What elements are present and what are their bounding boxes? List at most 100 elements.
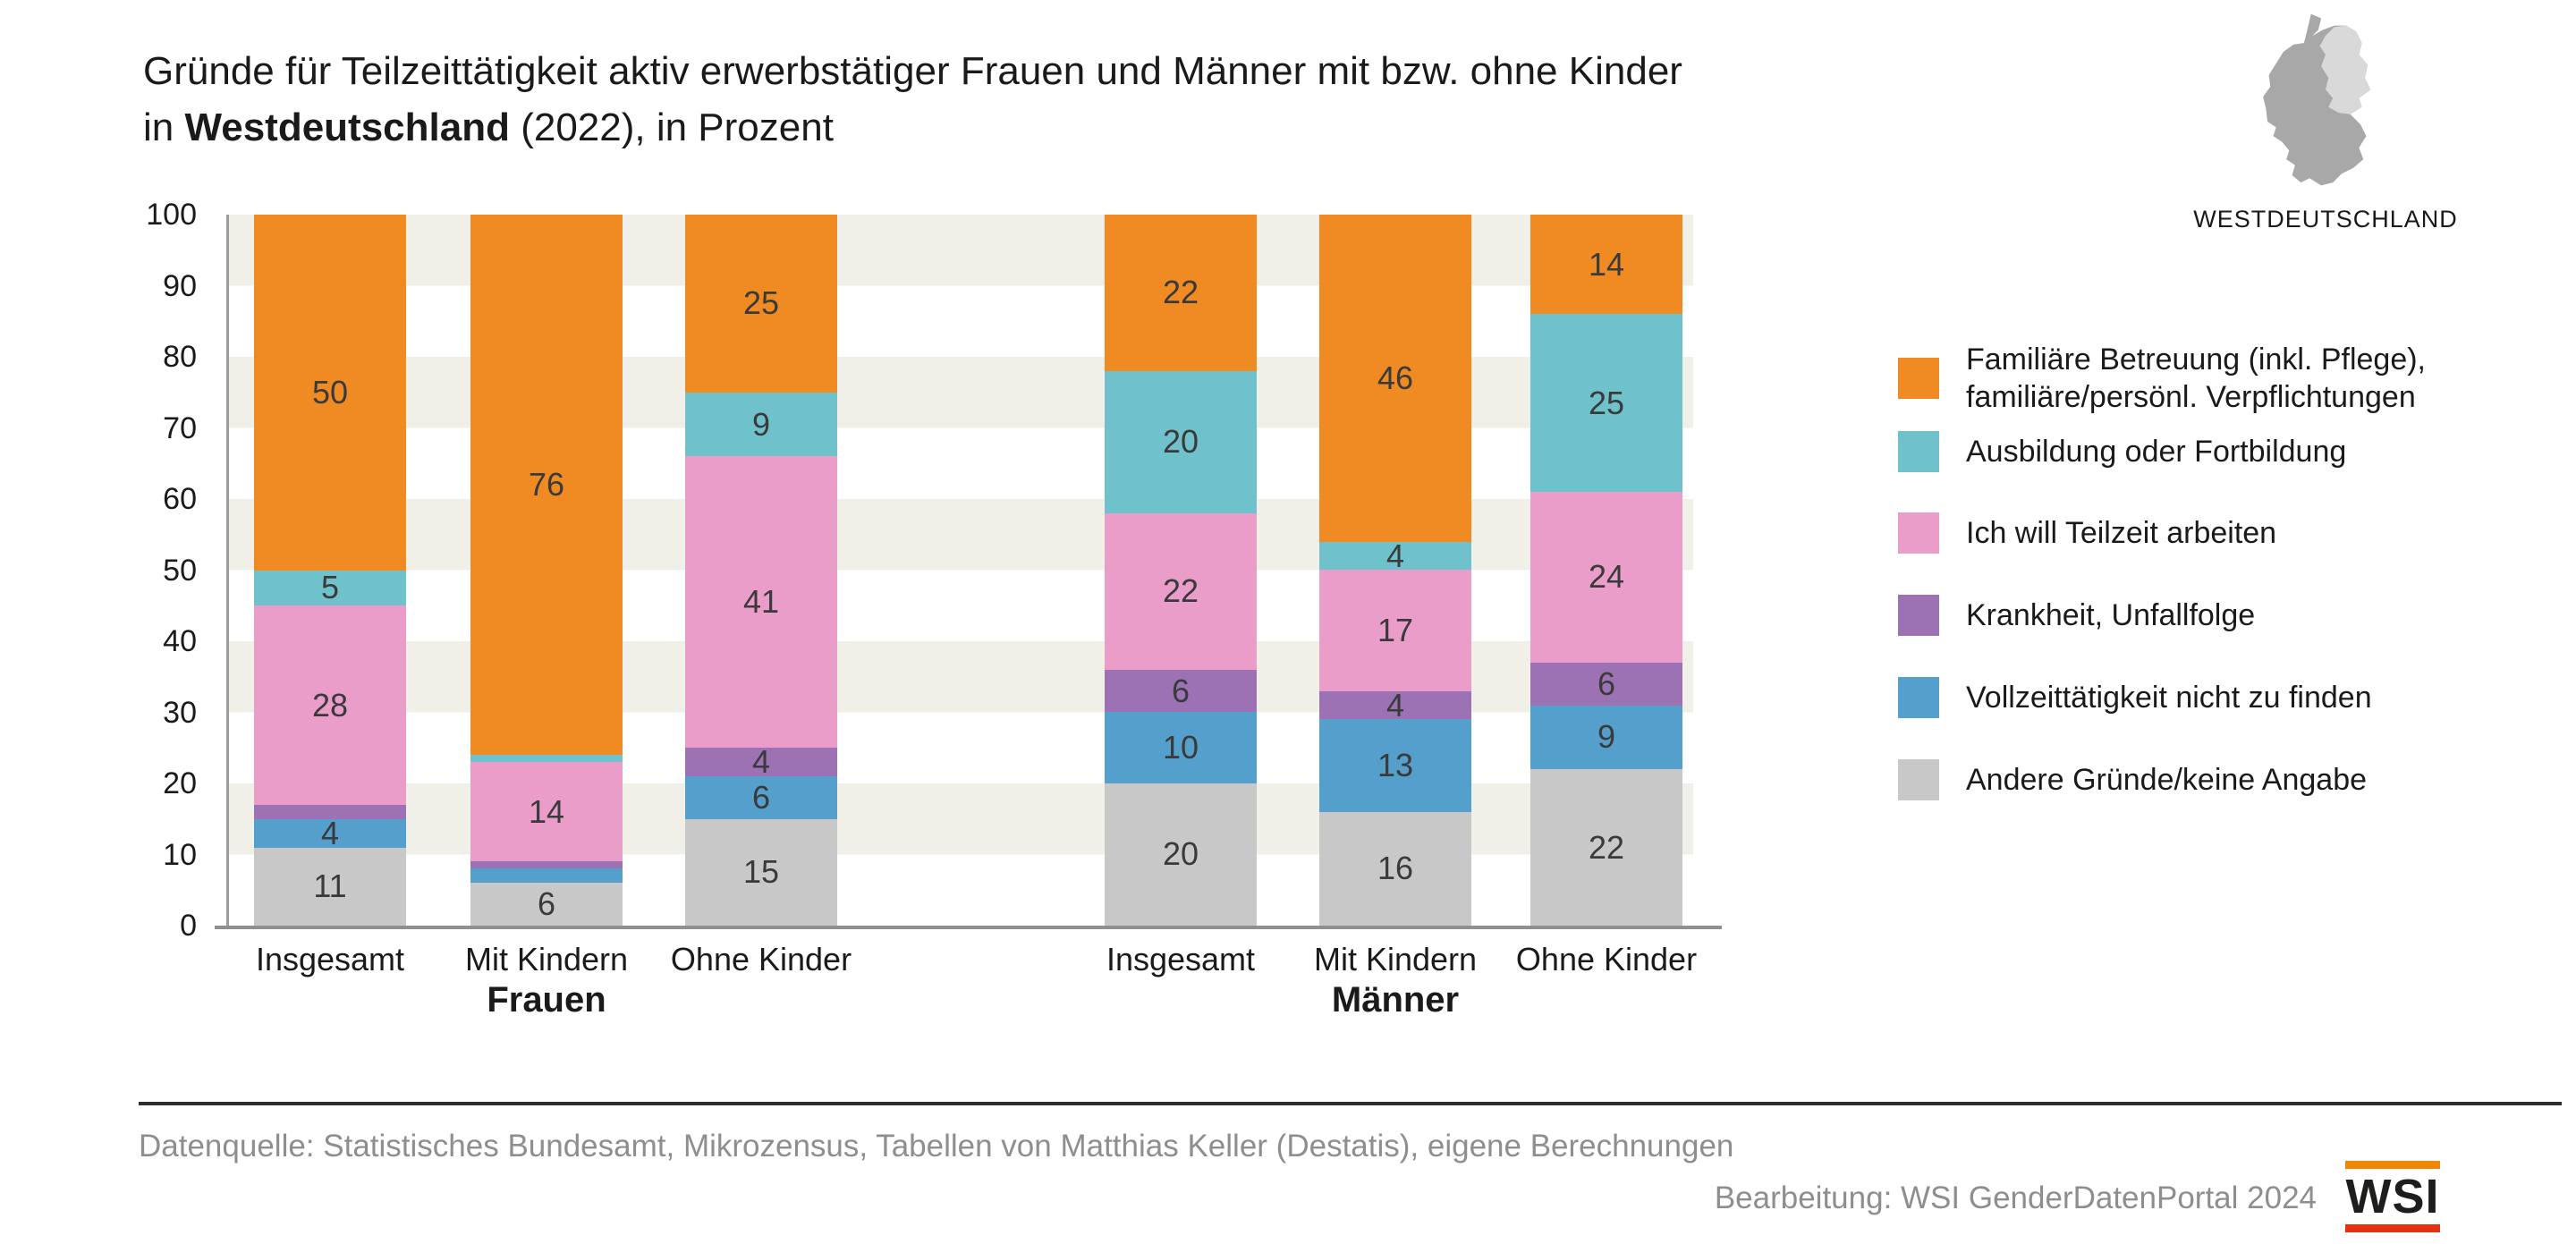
bar-value-label: 4 bbox=[320, 814, 340, 851]
bar-value-label: 76 bbox=[528, 466, 565, 504]
bar-segment-ausbildung: 4 bbox=[1319, 537, 1471, 574]
page-title: Gründe für Teilzeittätigkeit aktiv erwer… bbox=[143, 43, 1682, 156]
bar-segment-vollzeit: 10 bbox=[1105, 712, 1257, 783]
bar-segment-ausbildung: 25 bbox=[1530, 314, 1682, 493]
x-tick-label: Mit Kindern bbox=[1313, 941, 1478, 977]
legend-label: Familiäre Betreuung (inkl. Pflege), famil… bbox=[1966, 343, 2427, 414]
bar-segment-betreuung: 25 bbox=[685, 215, 837, 393]
bar-value-label: 6 bbox=[751, 778, 771, 816]
legend-swatch-vollzeit bbox=[1898, 677, 1939, 718]
bar-segment-krankheit bbox=[254, 804, 406, 819]
y-tick-label: 90 bbox=[163, 268, 197, 303]
bar-segment-krankheit: 6 bbox=[1530, 662, 1682, 706]
legend-item-vollzeit: Vollzeittätigkeit nicht zu finden bbox=[1898, 677, 2372, 718]
bar-segment-ausbildung: 9 bbox=[685, 392, 837, 457]
x-axis bbox=[215, 926, 1722, 929]
bar-value-label: 41 bbox=[742, 583, 780, 621]
bar-value-label: 4 bbox=[1385, 537, 1405, 574]
x-tick-label: Ohne Kinder bbox=[1515, 941, 1698, 977]
bar-segment-andere: 16 bbox=[1319, 811, 1471, 926]
bar-segment-teilzeit: 24 bbox=[1530, 492, 1682, 663]
y-axis bbox=[226, 215, 229, 927]
stacked-bar-frauen-1: 76 14 6 bbox=[470, 215, 623, 926]
title-line1: Gründe für Teilzeittätigkeit aktiv erwer… bbox=[143, 49, 1682, 93]
bar-value-label: 16 bbox=[1377, 850, 1414, 887]
source-note: Datenquelle: Statistisches Bundesamt, Mi… bbox=[139, 1129, 1734, 1164]
y-tick-label: 60 bbox=[163, 482, 197, 516]
bar-value-label: 20 bbox=[1162, 423, 1199, 461]
bar-value-label: 22 bbox=[1162, 274, 1199, 311]
bar-segment-teilzeit: 14 bbox=[470, 762, 623, 862]
y-tick-label: 50 bbox=[163, 553, 197, 588]
x-tick-label: Insgesamt bbox=[255, 941, 405, 977]
bar-value-label: 24 bbox=[1588, 558, 1625, 596]
y-tick-label: 40 bbox=[163, 624, 197, 658]
y-tick-label: 70 bbox=[163, 410, 197, 445]
bar-segment-betreuung: 76 bbox=[470, 215, 623, 756]
group-label-männer: Männer bbox=[1331, 980, 1460, 1020]
bar-value-label: 9 bbox=[751, 405, 771, 443]
stacked-bar-männer-1: 46 4 17 4 13 16 bbox=[1319, 215, 1471, 926]
bar-value-label: 10 bbox=[1162, 729, 1199, 766]
bar-value-label: 6 bbox=[1171, 672, 1191, 709]
bar-segment-vollzeit bbox=[470, 868, 623, 884]
legend-swatch-andere bbox=[1898, 759, 1939, 800]
legend-label: Andere Gründe/keine Angabe bbox=[1966, 763, 2368, 797]
bar-segment-andere: 22 bbox=[1530, 769, 1682, 926]
bar-segment-ausbildung: 20 bbox=[1105, 370, 1257, 513]
region-badge: WESTDEUTSCHLAND bbox=[2165, 13, 2487, 233]
region-badge-label: WESTDEUTSCHLAND bbox=[2193, 206, 2458, 233]
stacked-bar-frauen-2: 25 9 41 4 6 15 bbox=[685, 215, 837, 926]
wsi-logo-top-bar bbox=[2345, 1161, 2440, 1169]
title-line2-prefix: in bbox=[143, 106, 185, 149]
bar-value-label: 11 bbox=[313, 867, 347, 905]
x-tick-label: Mit Kindern bbox=[464, 941, 629, 977]
bar-segment-teilzeit: 41 bbox=[685, 456, 837, 749]
bar-value-label: 20 bbox=[1162, 835, 1199, 873]
bar-segment-andere: 15 bbox=[685, 818, 837, 926]
y-tick-label: 10 bbox=[163, 837, 197, 872]
legend-item-betreuung: Familiäre Betreuung (inkl. Pflege), famil… bbox=[1898, 341, 2426, 416]
x-tick-label: Ohne Kinder bbox=[670, 941, 852, 977]
bar-value-label: 22 bbox=[1162, 572, 1199, 610]
map-east-region bbox=[2319, 25, 2371, 114]
bar-segment-krankheit bbox=[470, 861, 623, 869]
wsi-logo-bottom-bar bbox=[2345, 1224, 2440, 1232]
bar-value-label: 25 bbox=[742, 284, 780, 322]
legend-item-krankheit: Krankheit, Unfallfolge bbox=[1898, 595, 2255, 636]
x-tick-label: Insgesamt bbox=[1106, 941, 1256, 977]
bar-value-label: 14 bbox=[528, 792, 565, 830]
bar-segment-vollzeit: 9 bbox=[1530, 705, 1682, 770]
bar-segment-vollzeit: 4 bbox=[254, 814, 406, 851]
credit-note: Bearbeitung: WSI GenderDatenPortal 2024 bbox=[1714, 1181, 2317, 1215]
footer-divider bbox=[139, 1102, 2562, 1105]
y-tick-label: 20 bbox=[163, 766, 197, 800]
legend-label: Ich will Teilzeit arbeiten bbox=[1966, 516, 2277, 550]
bar-value-label: 13 bbox=[1377, 747, 1414, 784]
bar-value-label: 6 bbox=[1597, 664, 1616, 702]
wsi-logo-text: WSI bbox=[2345, 1170, 2440, 1223]
bar-value-label: 4 bbox=[751, 743, 771, 781]
bar-value-label: 4 bbox=[1385, 686, 1405, 724]
bar-segment-krankheit: 6 bbox=[1105, 669, 1257, 713]
bar-segment-ausbildung: 5 bbox=[254, 569, 406, 606]
bar-value-label: 46 bbox=[1377, 359, 1414, 396]
bar-segment-teilzeit: 22 bbox=[1105, 512, 1257, 670]
title-region-bold: Westdeutschland bbox=[184, 106, 510, 149]
bar-value-label: 14 bbox=[1588, 245, 1625, 283]
bar-segment-betreuung: 46 bbox=[1319, 215, 1471, 542]
bar-value-label: 5 bbox=[320, 569, 340, 606]
stacked-bar-männer-2: 14 25 24 6 9 22 bbox=[1530, 215, 1682, 926]
legend-item-andere: Andere Gründe/keine Angabe bbox=[1898, 759, 2367, 800]
legend-item-teilzeit: Ich will Teilzeit arbeiten bbox=[1898, 512, 2276, 554]
bar-value-label: 22 bbox=[1588, 828, 1625, 866]
y-tick-label: 0 bbox=[180, 909, 197, 943]
bar-value-label: 17 bbox=[1377, 612, 1414, 649]
group-label-frauen: Frauen bbox=[487, 980, 606, 1020]
bar-value-label: 15 bbox=[742, 853, 780, 891]
bar-segment-betreuung: 50 bbox=[254, 215, 406, 571]
legend-item-ausbildung: Ausbildung oder Fortbildung bbox=[1898, 431, 2346, 472]
germany-map-icon bbox=[2263, 13, 2371, 186]
bar-value-label: 9 bbox=[1597, 718, 1616, 756]
